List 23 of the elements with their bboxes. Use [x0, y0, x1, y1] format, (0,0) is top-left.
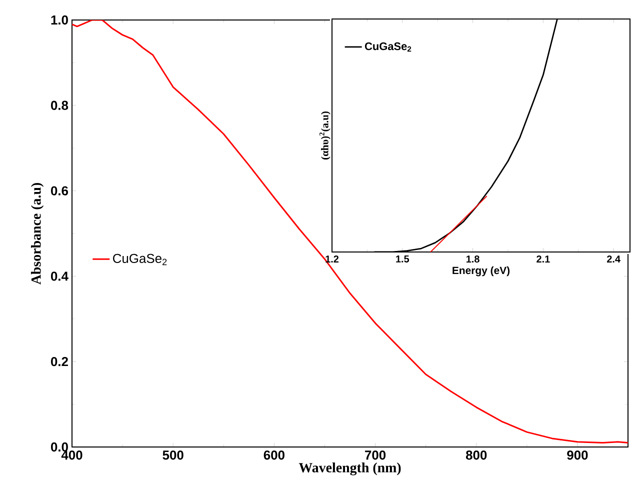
- y-axis-title: (αhυ)$^{2}$(a.u): [319, 112, 330, 160]
- x-tick-label: 600: [264, 450, 284, 460]
- x-tick-label: 800: [466, 450, 487, 460]
- x-tick-label: 2.1: [536, 256, 550, 262]
- x-tick-label: 1.5: [396, 256, 410, 262]
- y-tick-label: 0.0: [50, 442, 68, 452]
- y-tick-label: 0.8: [50, 100, 68, 110]
- x-tick-label: 2.4: [607, 256, 620, 262]
- x-axis-title: Energy (eV): [452, 266, 510, 276]
- x-tick-label: 900: [567, 450, 588, 460]
- x-tick-label: 1.2: [326, 256, 339, 262]
- y-tick-label: 0.4: [50, 272, 68, 281]
- y-tick-label: 0.2: [50, 357, 68, 366]
- x-tick-label: 400: [61, 450, 82, 460]
- legend-label: CuGaSe$_{2}$: [364, 42, 412, 52]
- y-tick-label: 1.0: [51, 15, 68, 25]
- x-axis-title: Wavelength (nm): [298, 462, 401, 476]
- x-tick-label: 700: [365, 450, 386, 460]
- legend-label: CuGaSe$_{2}$: [113, 254, 167, 266]
- x-tick-label: 1.8: [466, 256, 480, 263]
- y-axis-title: Absorbance (a.u): [30, 182, 44, 284]
- y-tick-label: 0.6: [50, 186, 68, 196]
- x-tick-label: 500: [162, 450, 184, 460]
